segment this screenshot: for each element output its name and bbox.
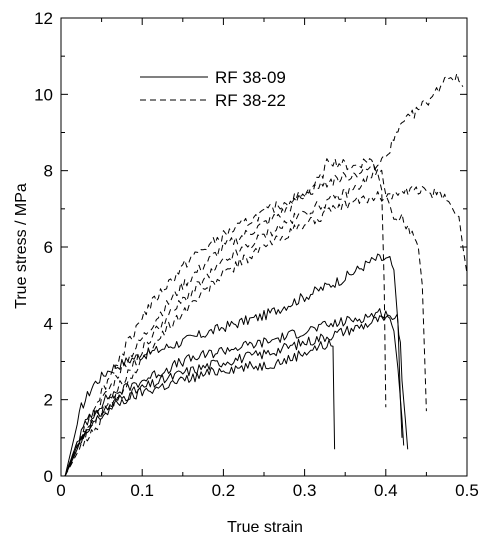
legend: RF 38-09 RF 38-22 — [140, 68, 286, 110]
series-1-curve-2 — [64, 308, 405, 477]
tick-labels: 0 0.1 0.2 0.3 0.4 0.5 0 2 4 6 8 10 12 — [34, 9, 479, 500]
legend-label-series-1: RF 38-09 — [215, 68, 286, 87]
series-group — [64, 72, 468, 477]
y-tick-label: 6 — [44, 238, 53, 257]
axis-ticks — [60, 17, 468, 477]
series-2-curve-4 — [64, 72, 464, 477]
y-axis-label: True stress / MPa — [13, 183, 30, 309]
y-tick-label: 0 — [44, 467, 53, 486]
x-tick-label: 0.1 — [130, 481, 154, 500]
x-tick-label: 0.2 — [212, 481, 236, 500]
series-2-curve-1 — [64, 163, 427, 477]
x-tick-label: 0.3 — [293, 481, 317, 500]
series-1-curve-1 — [64, 253, 403, 477]
series-1-curve-3 — [64, 313, 409, 477]
y-tick-label: 12 — [34, 9, 53, 28]
y-tick-label: 4 — [44, 314, 53, 333]
x-tick-label: 0.4 — [374, 481, 398, 500]
legend-label-series-2: RF 38-22 — [215, 91, 286, 110]
y-tick-label: 2 — [44, 391, 53, 410]
y-tick-label: 10 — [34, 85, 53, 104]
series-1-curve-4 — [64, 339, 336, 477]
series-2-curve-3 — [64, 185, 468, 477]
x-tick-label: 0 — [56, 481, 65, 500]
x-axis-label: True strain — [227, 519, 303, 536]
x-tick-label: 0.5 — [455, 481, 479, 500]
y-tick-label: 8 — [44, 162, 53, 181]
series-2-curve-2 — [64, 158, 387, 477]
